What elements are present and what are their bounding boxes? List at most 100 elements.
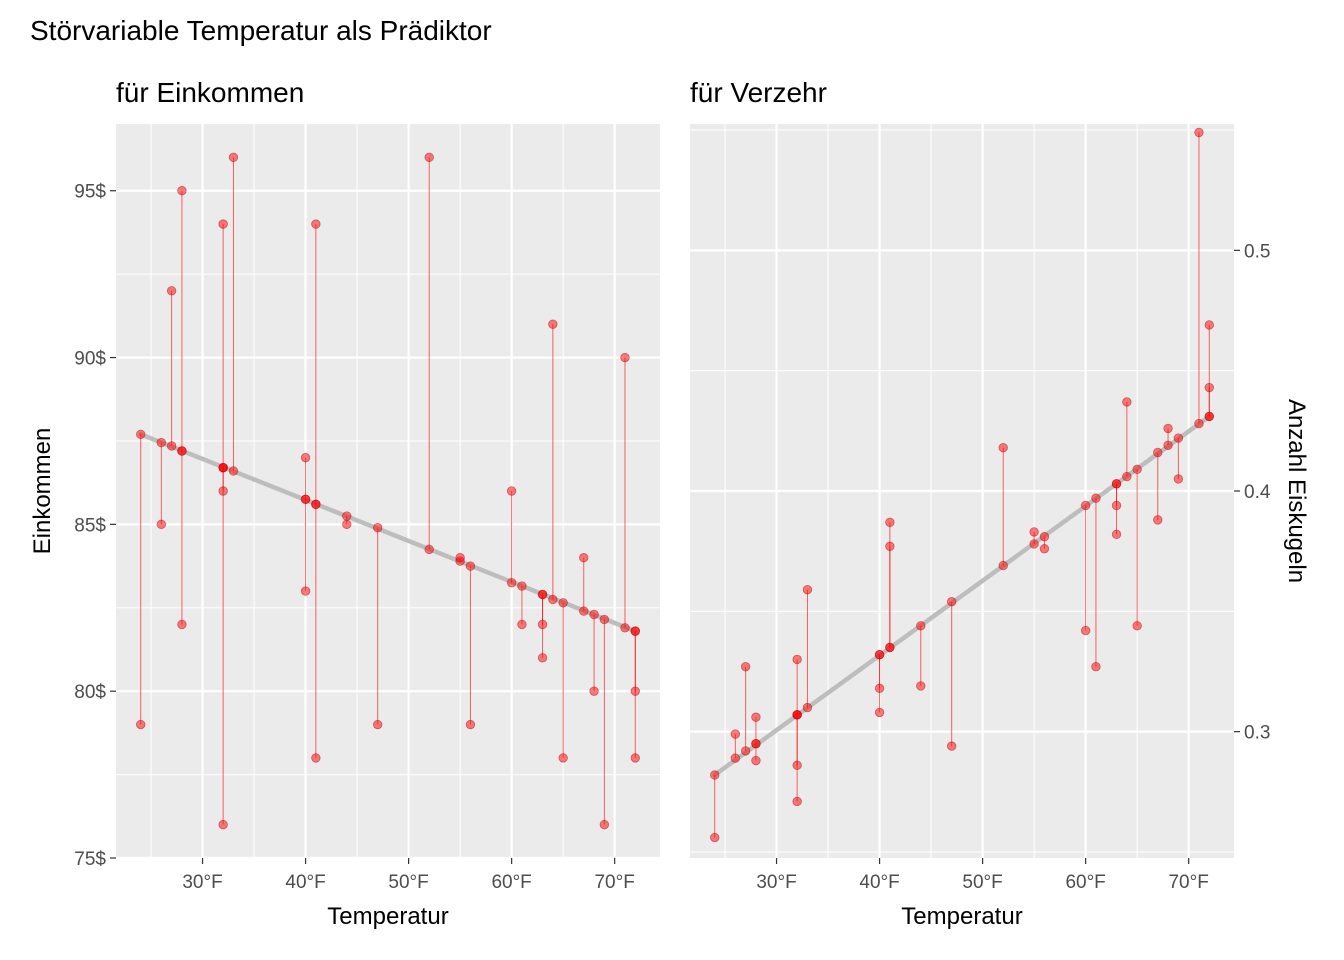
data-point <box>218 486 228 496</box>
data-point <box>342 519 352 530</box>
data-point <box>630 686 640 696</box>
data-point <box>1080 625 1091 636</box>
fitted-point <box>311 499 321 510</box>
data-point <box>874 683 885 694</box>
data-point <box>300 452 311 463</box>
data-point <box>177 186 187 196</box>
data-point <box>740 661 751 672</box>
data-point <box>599 819 610 830</box>
x-tick-label: 60°F <box>1065 872 1105 893</box>
data-point <box>916 681 926 691</box>
data-point <box>166 286 177 296</box>
data-point <box>751 755 761 766</box>
fitted-point <box>589 609 599 620</box>
fitted-point <box>916 621 926 631</box>
data-point <box>885 517 895 527</box>
data-point <box>548 319 558 329</box>
data-point <box>620 352 630 363</box>
data-point <box>792 654 802 665</box>
data-point <box>558 753 568 763</box>
fitted-point <box>1204 411 1214 422</box>
data-point <box>1194 127 1204 138</box>
y-tick-label: 85$ <box>74 515 106 536</box>
right-panel-subtitle: für Verzehr <box>690 77 827 108</box>
fitted-point <box>218 462 228 473</box>
data-point <box>156 519 167 530</box>
x-tick-label: 60°F <box>491 872 531 893</box>
fitted-point <box>885 642 895 653</box>
fitted-point <box>740 746 751 756</box>
panel-background <box>116 124 660 858</box>
data-point <box>1163 423 1173 434</box>
left-panel-einkommen: 30°F 40°F 50°F 60°F 70°F 75$ 80$ 85$ 90$ 95$ Tempe… <box>29 124 660 930</box>
fitted-point <box>802 702 813 713</box>
x-axis-title: Temperatur <box>327 903 448 930</box>
fitted-point <box>1091 493 1101 503</box>
data-point <box>751 712 761 722</box>
fitted-point <box>751 738 761 749</box>
data-point <box>455 553 465 563</box>
fitted-point <box>1194 418 1204 429</box>
data-point <box>1111 500 1122 511</box>
x-axis-title: Temperatur <box>901 903 1022 930</box>
data-point <box>537 619 548 630</box>
data-point <box>802 584 813 595</box>
data-point <box>1091 661 1101 672</box>
data-point <box>1204 382 1214 393</box>
fitted-point <box>1122 471 1132 482</box>
data-point <box>874 707 885 718</box>
data-point <box>885 541 895 552</box>
data-point <box>1122 397 1132 407</box>
data-point <box>792 796 802 807</box>
data-point <box>177 619 187 630</box>
data-point <box>424 152 434 163</box>
fitted-point <box>599 614 610 625</box>
y-tick-label: 0.4 <box>1244 482 1271 503</box>
y-tick-label: 0.3 <box>1244 723 1270 744</box>
fitted-point <box>998 560 1008 571</box>
fitted-point <box>177 446 187 456</box>
x-tick-label: 30°F <box>756 872 796 893</box>
data-point <box>465 719 476 730</box>
data-point <box>946 741 957 751</box>
fitted-point <box>1080 500 1091 511</box>
x-tick-label: 50°F <box>388 872 428 893</box>
fitted-point <box>730 753 741 763</box>
fitted-point <box>424 544 434 555</box>
data-point <box>1204 320 1214 330</box>
y-tick-label: 80$ <box>74 682 106 703</box>
fitted-point <box>537 589 548 600</box>
data-point <box>630 753 640 763</box>
data-point <box>228 152 239 163</box>
fitted-point <box>166 441 177 451</box>
data-point <box>1153 515 1163 525</box>
data-point <box>589 686 599 696</box>
fitted-point <box>1039 532 1050 542</box>
data-point <box>1132 621 1142 631</box>
data-point <box>537 653 548 663</box>
fitted-point <box>710 770 720 780</box>
figure-title: Störvariable Temperatur als Prädiktor <box>30 15 492 46</box>
data-point <box>730 729 741 739</box>
data-point <box>1173 474 1184 484</box>
data-point <box>1111 529 1122 540</box>
fitted-point <box>874 649 885 660</box>
data-point <box>1029 527 1039 537</box>
y-tick-label: 95$ <box>74 182 106 203</box>
data-point <box>136 719 146 730</box>
x-tick-label: 70°F <box>594 872 634 893</box>
x-tick-label: 30°F <box>182 872 222 893</box>
fitted-point <box>465 561 476 571</box>
fitted-point <box>579 606 589 616</box>
fitted-point <box>506 578 517 588</box>
fitted-point <box>1173 433 1184 443</box>
fitted-point <box>228 466 239 476</box>
fitted-point <box>372 523 383 533</box>
data-point <box>579 553 589 563</box>
fitted-point <box>136 429 146 439</box>
data-point <box>792 760 802 771</box>
x-tick-label: 40°F <box>285 872 325 893</box>
data-point <box>218 219 228 229</box>
y-tick-label: 0.5 <box>1244 241 1270 262</box>
